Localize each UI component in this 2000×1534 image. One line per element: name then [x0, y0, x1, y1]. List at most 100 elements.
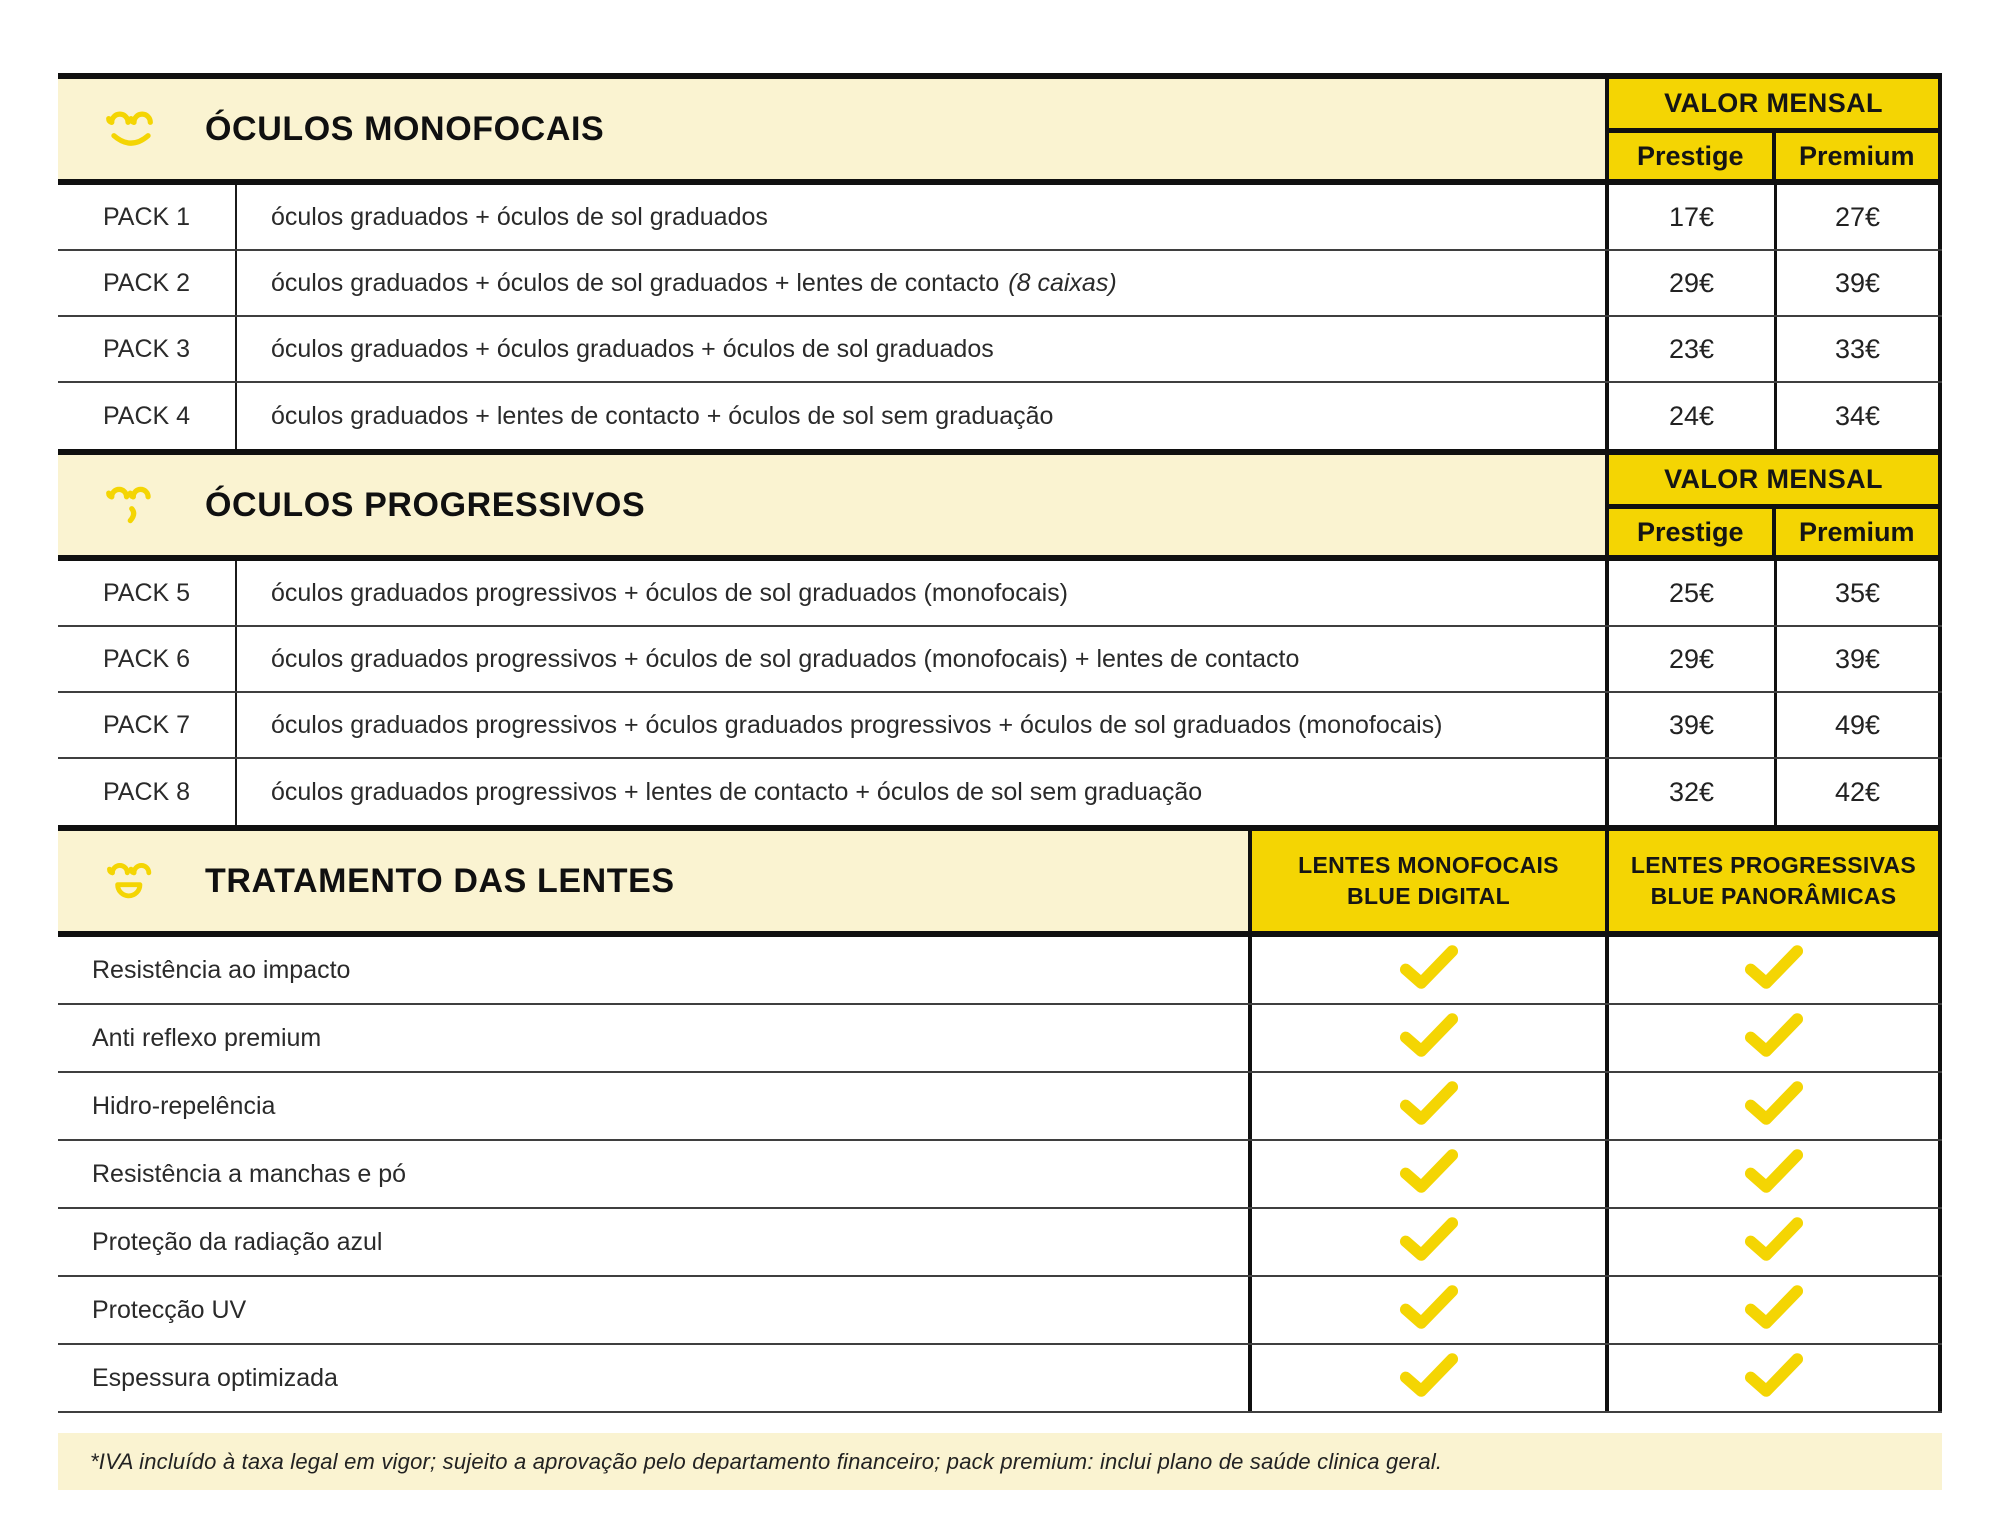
- checkmark-icon: [1399, 1013, 1459, 1063]
- section-header-left: TRATAMENTO DAS LENTES: [58, 831, 1248, 931]
- checkmark-icon: [1744, 1081, 1804, 1131]
- pack-description: óculos graduados progressivos + óculos d…: [271, 644, 1300, 673]
- progressivas-check-cell: [1605, 1005, 1942, 1071]
- treatment-row: Anti reflexo premium: [58, 1005, 1942, 1073]
- pack-description-cell: óculos graduados progressivos + óculos d…: [235, 561, 1605, 625]
- pack-description: óculos graduados progressivos + lentes d…: [271, 777, 1203, 806]
- monofocais-check-cell: [1248, 1345, 1605, 1411]
- checkmark-icon: [1744, 945, 1804, 995]
- price-header-title: VALOR MENSAL: [1609, 79, 1938, 133]
- pack-label: PACK 3: [102, 334, 191, 363]
- checkmark-icon: [1744, 1353, 1804, 1403]
- treatment-label: Resistência a manchas e pó: [92, 1159, 407, 1188]
- pack-label: PACK 1: [102, 202, 191, 231]
- pack-description: óculos graduados + lentes de contacto + …: [271, 401, 1054, 430]
- treatment-label: Protecção UV: [92, 1295, 247, 1324]
- price-header-columns: Prestige Premium: [1609, 509, 1938, 555]
- section-header: TRATAMENTO DAS LENTES LENTES MONOFOCAIS …: [58, 825, 1942, 937]
- checkmark-icon: [1399, 1353, 1459, 1403]
- progressivas-check-cell: [1605, 1141, 1942, 1207]
- pack-row: PACK 5 óculos graduados progressivos + ó…: [58, 561, 1942, 627]
- progressivas-check-cell: [1605, 1073, 1942, 1139]
- progressivas-check-cell: [1605, 937, 1942, 1003]
- treatment-column-progressivas: LENTES PROGRESSIVAS BLUE PANORÂMICAS: [1605, 831, 1942, 931]
- premium-price: 42€: [1774, 759, 1942, 825]
- pack-description-cell: óculos graduados + óculos de sol graduad…: [235, 251, 1605, 315]
- premium-price: 35€: [1774, 561, 1942, 625]
- pack-label: PACK 5: [102, 578, 191, 607]
- pack-label: PACK 8: [102, 777, 191, 806]
- checkmark-icon: [1744, 1285, 1804, 1335]
- pack-description-note: (8 caixas): [1008, 268, 1117, 297]
- pack-description-cell: óculos graduados progressivos + óculos g…: [235, 693, 1605, 757]
- glasses-smile-icon: [105, 98, 157, 160]
- pack-label: PACK 2: [102, 268, 191, 297]
- pack-row: PACK 8 óculos graduados progressivos + l…: [58, 759, 1942, 825]
- progressivas-check-cell: [1605, 1277, 1942, 1343]
- price-header: VALOR MENSAL Prestige Premium: [1605, 455, 1942, 555]
- pack-description: óculos graduados + óculos de sol graduad…: [271, 202, 768, 231]
- treatment-label: Proteção da radiação azul: [92, 1227, 383, 1256]
- premium-price: 39€: [1774, 627, 1942, 691]
- prestige-price: 24€: [1605, 383, 1774, 449]
- checkmark-icon: [1399, 945, 1459, 995]
- checkmark-icon: [1399, 1081, 1459, 1131]
- section-header-left: ÓCULOS PROGRESSIVOS: [58, 455, 1605, 555]
- prestige-price: 29€: [1605, 627, 1774, 691]
- progressivas-check-cell: [1605, 1345, 1942, 1411]
- pack-row: PACK 3 óculos graduados + óculos graduad…: [58, 317, 1942, 383]
- checkmark-icon: [1399, 1217, 1459, 1267]
- footer-note-bar: *IVA incluído à taxa legal em vigor; suj…: [58, 1433, 1942, 1490]
- checkmark-icon: [1744, 1013, 1804, 1063]
- treatment-row: Proteção da radiação azul: [58, 1209, 1942, 1277]
- pack-description: óculos graduados progressivos + óculos d…: [271, 578, 1068, 607]
- glasses-quirk-icon: [105, 474, 157, 536]
- pack-description: óculos graduados + óculos graduados + óc…: [271, 334, 994, 363]
- prestige-price: 17€: [1605, 185, 1774, 249]
- prestige-price: 29€: [1605, 251, 1774, 315]
- pack-description-cell: óculos graduados + óculos graduados + óc…: [235, 317, 1605, 381]
- treatment-row: Hidro-repelência: [58, 1073, 1942, 1141]
- premium-price: 34€: [1774, 383, 1942, 449]
- treatment-row: Espessura optimizada: [58, 1345, 1942, 1413]
- section-header: ÓCULOS MONOFOCAIS VALOR MENSAL Prestige …: [58, 73, 1942, 185]
- price-header: VALOR MENSAL Prestige Premium: [1605, 79, 1942, 179]
- checkmark-icon: [1399, 1285, 1459, 1335]
- treatment-column-monofocais: LENTES MONOFOCAIS BLUE DIGITAL: [1248, 831, 1605, 931]
- section-title: ÓCULOS PROGRESSIVOS: [205, 485, 646, 524]
- pack-row: PACK 7 óculos graduados progressivos + ó…: [58, 693, 1942, 759]
- pack-description-cell: óculos graduados + óculos de sol graduad…: [235, 185, 1605, 249]
- prestige-price: 25€: [1605, 561, 1774, 625]
- treatment-row: Resistência a manchas e pó: [58, 1141, 1942, 1209]
- glasses-laugh-icon: [105, 850, 157, 912]
- progressivas-check-cell: [1605, 1209, 1942, 1275]
- checkmark-icon: [1399, 1149, 1459, 1199]
- pack-description-cell: óculos graduados progressivos + óculos d…: [235, 627, 1605, 691]
- prestige-price: 39€: [1605, 693, 1774, 757]
- pack-row: PACK 4 óculos graduados + lentes de cont…: [58, 383, 1942, 449]
- monofocais-check-cell: [1248, 1277, 1605, 1343]
- premium-price: 33€: [1774, 317, 1942, 381]
- price-column-premium: Premium: [1771, 509, 1939, 555]
- price-header-title: VALOR MENSAL: [1609, 455, 1938, 509]
- price-column-prestige: Prestige: [1636, 516, 1744, 547]
- treatment-label: Espessura optimizada: [92, 1363, 338, 1392]
- premium-price: 49€: [1774, 693, 1942, 757]
- monofocais-check-cell: [1248, 937, 1605, 1003]
- treatment-label: Hidro-repelência: [92, 1091, 276, 1120]
- price-column-premium: Premium: [1771, 133, 1939, 179]
- pack-description-cell: óculos graduados + lentes de contacto + …: [235, 383, 1605, 449]
- treatment-row: Resistência ao impacto: [58, 937, 1942, 1005]
- treatment-row: Protecção UV: [58, 1277, 1942, 1345]
- checkmark-icon: [1744, 1149, 1804, 1199]
- pack-label: PACK 7: [102, 710, 191, 739]
- section-header-left: ÓCULOS MONOFOCAIS: [58, 79, 1605, 179]
- pack-row: PACK 6 óculos graduados progressivos + ó…: [58, 627, 1942, 693]
- premium-price: 39€: [1774, 251, 1942, 315]
- section-title: TRATAMENTO DAS LENTES: [205, 861, 675, 900]
- monofocais-check-cell: [1248, 1005, 1605, 1071]
- price-column-prestige: Prestige: [1636, 140, 1744, 171]
- pack-row: PACK 1 óculos graduados + óculos de sol …: [58, 185, 1942, 251]
- treatment-column-line1: LENTES PROGRESSIVAS: [1630, 851, 1917, 878]
